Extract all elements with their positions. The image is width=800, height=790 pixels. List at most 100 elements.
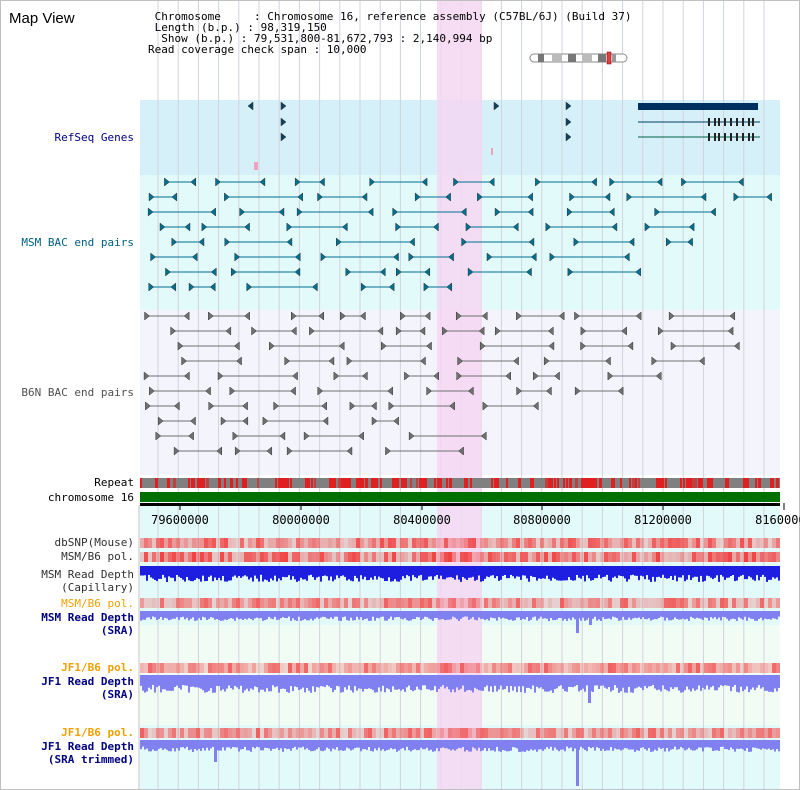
chromosome-bar[interactable] [140,492,780,502]
depth-bar [168,675,170,691]
heat-cell [648,598,652,608]
depth-bar [392,566,394,582]
heat-cell [436,598,440,608]
depth-bar [300,611,302,621]
heat-cell [212,538,216,548]
heat-cell [684,552,688,562]
depth-bar [436,611,438,618]
depth-bar [156,740,158,751]
b6n-bac-track[interactable] [143,311,740,456]
depth-bar [306,740,308,749]
depth-bar [706,740,708,748]
heat-cell [604,663,608,673]
depth-bar [202,675,204,691]
heat-cell [632,663,636,673]
heat-cell [176,598,180,608]
depth-bar [220,566,222,581]
heat-cell [332,663,336,673]
depth-bar [778,611,780,617]
depth-bar [752,611,754,619]
depth-bar [262,740,264,751]
depth-bar [278,611,280,620]
heat-cell [392,728,396,738]
selected-region-highlight[interactable] [437,0,482,790]
feature-arrow [396,267,402,277]
read-depth-tracks[interactable] [140,566,780,786]
left-label-column [0,0,139,790]
heat-cell [444,728,448,738]
depth-bar [438,740,440,752]
depth-bar [356,740,358,748]
depth-bar [596,611,598,621]
heat-cell [316,728,320,738]
depth-bar [202,566,204,576]
depth-bar [208,566,210,577]
feature-arrow [573,237,580,247]
depth-bar [338,566,340,579]
heat-cell [380,538,384,548]
depth-bar [290,740,292,751]
depth-bar [408,740,410,751]
heat-cell [364,538,368,548]
depth-bar [452,675,454,690]
feature-arrow [395,326,402,336]
heat-cell [480,663,484,673]
heat-cell [664,598,668,608]
heat-cell [676,728,680,738]
heat-cell [272,728,276,738]
heat-cell [760,552,764,562]
depth-bar [244,566,246,576]
heat-cell [488,598,492,608]
depth-bar [492,740,494,751]
chromosome-ideogram[interactable] [529,51,628,65]
heat-cell [612,598,616,608]
depth-bar [358,566,360,582]
depth-bar [702,740,704,752]
depth-bar [526,740,528,751]
heat-cell [456,552,460,562]
heat-cell [696,728,700,738]
heat-cell [732,663,736,673]
depth-bar [222,566,224,576]
depth-bar [286,566,288,578]
depth-bar [280,740,282,749]
heat-cell [636,728,640,738]
depth-bar [626,675,628,693]
depth-bar [528,675,530,688]
depth-bar [508,740,510,752]
heat-cell [572,538,576,548]
depth-bar [518,566,520,577]
heat-cell [624,663,628,673]
heat-cell [252,552,256,562]
depth-bar [292,566,294,577]
feature-arrow [148,282,155,292]
depth-bar [662,611,664,618]
heat-cell [620,538,624,548]
depth-bar [566,740,568,747]
polymorphism-heatmaps[interactable] [140,538,780,738]
heat-cell [324,598,328,608]
heat-cell [312,598,316,608]
depth-bar [482,566,484,582]
refseq-genes-track[interactable] [247,101,760,170]
depth-bar [280,611,282,619]
msm-bac-label: MSM BAC end pairs [21,236,134,249]
heat-cell [636,663,640,673]
msm-bac-track[interactable] [147,177,772,292]
depth-bar [198,675,200,688]
depth-bar [306,675,308,688]
depth-bar [148,611,150,618]
depth-bar [580,566,582,579]
heat-cell [164,552,168,562]
heat-cell [452,538,456,548]
heat-cell [320,728,324,738]
depth-bar [272,611,274,620]
heat-cell [592,663,596,673]
feature-arrow [297,192,303,202]
repeat-element [575,478,578,488]
repeat-track[interactable] [140,478,780,488]
heat-cell [728,663,732,673]
repeat-element [203,478,205,488]
depth-bar [420,740,422,748]
